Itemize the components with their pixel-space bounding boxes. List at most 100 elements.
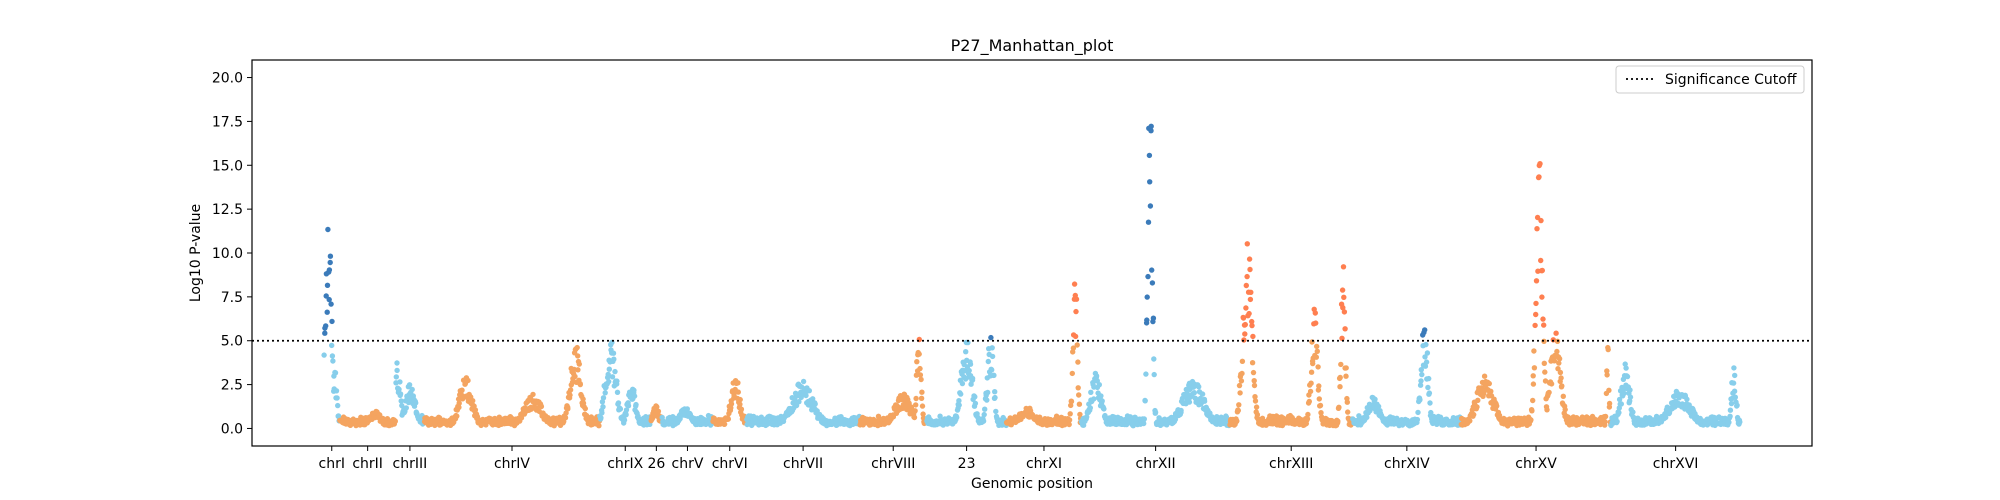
snp-point-chrXII <box>1145 273 1151 280</box>
snp-point-chrIV <box>565 406 571 412</box>
snp-point-chrXV <box>1556 360 1562 366</box>
snp-point-chrXVI <box>1621 390 1627 396</box>
snp-point-chrXII <box>1191 390 1198 396</box>
snp-point-chrXIII <box>1318 410 1324 416</box>
snp-point-23 <box>967 361 974 367</box>
snp-point-chrXIII <box>1313 354 1320 360</box>
snp-point-chrVIII <box>919 389 925 395</box>
snp-point-chrXIII <box>1340 264 1347 270</box>
snp-point-chrIX <box>610 350 617 356</box>
snp-point-chrXII <box>1096 382 1103 388</box>
snp-point-chrXV <box>1531 348 1537 354</box>
x-tick-label-chrII: chrII <box>352 456 383 472</box>
snp-point-chrIX <box>631 387 637 393</box>
snp-point-chrVII <box>806 388 812 394</box>
snp-point-chrIX <box>598 415 604 421</box>
snp-point-chrXIII <box>1337 384 1343 390</box>
snp-point-chrXII <box>1149 267 1155 273</box>
snp-point-chrXV <box>1553 330 1559 336</box>
snp-point-chrVIII <box>918 376 924 383</box>
snp-point-chrXV <box>1475 397 1481 403</box>
snp-point-chrXV <box>1544 407 1550 413</box>
snp-point-chrXV <box>1559 383 1565 389</box>
snp-point-chrIV <box>574 344 580 351</box>
snp-point-chrXVI <box>1623 365 1629 371</box>
x-tick-label-chrXV: chrXV <box>1515 456 1557 472</box>
snp-point-chrXIII <box>1339 287 1346 293</box>
snp-point-chrXVI <box>1663 414 1669 421</box>
snp-point-chrXVI <box>1734 402 1740 408</box>
snp-point-chrXIII <box>1244 241 1251 247</box>
snp-point-chrXIV <box>1423 359 1430 365</box>
snp-point-chrXIV <box>1422 354 1428 360</box>
snp-point-chrXII <box>1084 414 1090 420</box>
snp-point-chrXIII <box>1251 378 1257 384</box>
snp-point-chrXV <box>1533 311 1539 318</box>
x-tick-label-chrVII: chrVII <box>783 456 823 472</box>
snp-point-chrIX <box>633 401 639 408</box>
snp-point-chrXV <box>1539 267 1546 274</box>
snp-point-chrXIII <box>1243 305 1249 311</box>
snp-point-chrIV <box>577 381 583 388</box>
snp-point-chrXIV <box>1425 384 1431 391</box>
snp-point-chrI <box>324 309 330 315</box>
snp-point-chrXIII <box>1337 374 1343 381</box>
snp-point-chrVIII <box>911 414 918 421</box>
snp-point-chrIX <box>605 371 611 378</box>
snp-point-chrXII <box>1150 315 1157 321</box>
snp-point-chrIV <box>567 392 573 398</box>
snp-point-chrIV <box>474 414 481 420</box>
snp-point-chrXI <box>1072 333 1079 340</box>
snp-point-chrXIV <box>1417 382 1424 388</box>
snp-point-chrIX <box>615 400 622 406</box>
snp-point-chrXIII <box>1317 402 1324 409</box>
snp-point-chrXVI <box>1731 388 1738 394</box>
snp-point-chrXI <box>1075 385 1081 391</box>
snp-point-23 <box>991 372 997 378</box>
snp-point-26 <box>655 408 662 414</box>
snp-point-chrIV <box>530 391 536 398</box>
y-tick-label: 12.5 <box>212 202 243 218</box>
snp-point-chrI <box>327 253 334 259</box>
snp-point-chrIII <box>397 379 403 385</box>
legend-box <box>1615 65 1805 94</box>
snp-point-chrIX <box>611 356 617 362</box>
x-tick-label-chrVIII: chrVIII <box>871 456 915 472</box>
snp-point-chrIX <box>606 378 612 385</box>
snp-point-chrIX <box>614 389 621 395</box>
snp-point-chrXIV <box>1424 350 1431 356</box>
snp-point-chrXV <box>1560 393 1567 399</box>
snp-point-23 <box>956 398 962 404</box>
snp-point-chrXIII <box>1236 402 1242 408</box>
snp-point-chrXIV <box>1418 378 1424 384</box>
snp-point-chrIX <box>623 407 630 413</box>
snp-point-chrVII <box>796 399 802 405</box>
snp-point-23 <box>972 400 979 407</box>
snp-point-chrXVI <box>1728 400 1735 407</box>
snp-point-chrXIII <box>1249 318 1255 325</box>
x-tick-label-chrXVI: chrXVI <box>1653 456 1699 472</box>
snp-point-chrIX <box>609 374 616 380</box>
snp-point-chrXIV <box>1426 390 1433 396</box>
snp-point-chrXIII <box>1308 380 1314 386</box>
snp-point-chrVIII <box>913 372 920 378</box>
snp-point-chrXV <box>1602 419 1608 425</box>
snp-point-23 <box>989 345 995 351</box>
snp-point-chrXII <box>1142 398 1148 404</box>
snp-point-chrIV <box>465 377 471 384</box>
snp-point-chrXV <box>1486 380 1493 387</box>
snp-point-chrXIII <box>1252 394 1258 400</box>
snp-point-chrXVI <box>1731 365 1737 371</box>
snp-point-chrIV <box>454 413 460 419</box>
snp-point-chrI <box>329 353 336 359</box>
snp-point-chrXIII <box>1242 331 1248 337</box>
snp-point-chrIII <box>409 386 415 393</box>
snp-point-chrXIV <box>1426 375 1432 382</box>
x-tick-label-chrIV: chrIV <box>494 456 530 472</box>
snp-point-chrI <box>324 282 331 288</box>
snp-point-chrXI <box>1069 370 1076 377</box>
snp-point-chrIX <box>602 390 608 396</box>
snp-point-chrVIII <box>918 395 925 401</box>
snp-point-chrXIII <box>1313 320 1319 326</box>
snp-point-23 <box>980 418 987 424</box>
